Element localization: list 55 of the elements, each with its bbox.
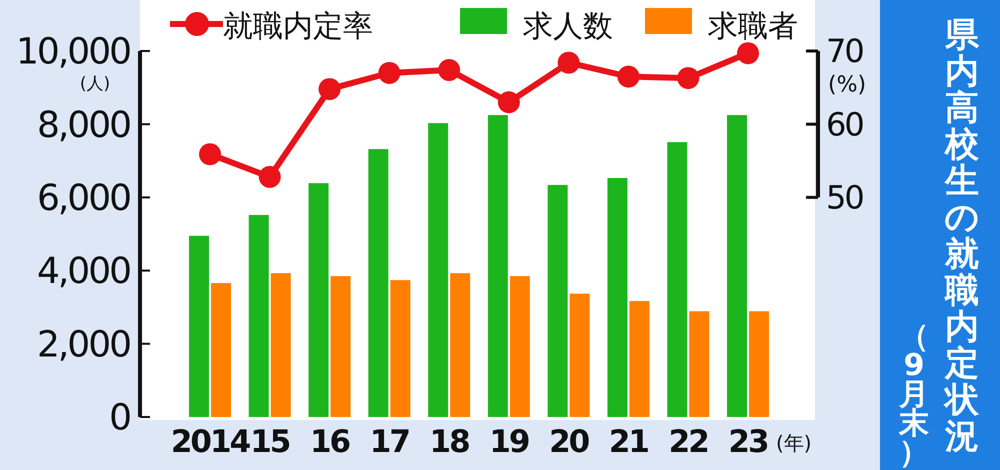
point: [677, 67, 700, 90]
point: [498, 91, 520, 114]
bar: [211, 283, 231, 417]
x-tick-label: 17: [370, 424, 410, 460]
legend-label: 就職内定率: [223, 9, 373, 44]
point: [199, 143, 221, 166]
bar: [488, 115, 508, 417]
bar: [308, 183, 329, 417]
x-tick-label: 22: [668, 424, 708, 460]
bar: [548, 184, 568, 417]
y2-tick-label: 70: [826, 32, 864, 70]
y2-tick-label: 60: [826, 105, 864, 144]
y-tick-label: 10,000: [16, 32, 130, 73]
point: [258, 166, 281, 188]
bar: [270, 273, 291, 417]
x-tick-label: 18: [430, 424, 470, 460]
point: [558, 52, 580, 74]
point: [438, 59, 460, 82]
point: [378, 62, 400, 84]
bar: [189, 236, 209, 417]
y-tick-label: 8,000: [36, 104, 130, 146]
x-axis-title: (年): [776, 431, 812, 455]
bar: [330, 276, 351, 417]
x-tick-label: 21: [608, 424, 648, 460]
bar: [428, 123, 448, 417]
bar: [667, 142, 688, 417]
x-tick-label: 23: [728, 424, 768, 460]
y-tick-label: 6,000: [36, 178, 130, 219]
x-tick-label: 20: [549, 424, 590, 460]
bar: [570, 294, 590, 417]
bar: [607, 178, 628, 417]
point: [737, 42, 759, 64]
legend-label: 求人数: [523, 9, 613, 44]
y2-axis-title: (%): [828, 72, 866, 98]
bar: [390, 280, 410, 417]
y-tick-label: 0: [109, 398, 130, 439]
bar: [510, 276, 530, 417]
bar: [450, 273, 470, 417]
y-tick-label: 4,000: [36, 251, 130, 292]
y-axis-title: (人): [80, 74, 110, 94]
point: [318, 78, 341, 100]
legend-label: 求職者: [708, 9, 798, 44]
bar: [749, 311, 769, 417]
y2-tick-label: 50: [826, 178, 864, 217]
bar: [629, 300, 650, 417]
x-tick-label: 16: [310, 424, 350, 460]
bar: [248, 214, 269, 417]
x-tick-label: 2014: [170, 424, 251, 460]
bar: [368, 149, 388, 417]
x-tick-label: 19: [489, 424, 529, 460]
x-tick-label: 15: [250, 424, 290, 460]
bar: [689, 311, 710, 417]
y-tick-label: 2,000: [36, 324, 130, 366]
bar: [727, 115, 747, 417]
point: [617, 66, 640, 88]
